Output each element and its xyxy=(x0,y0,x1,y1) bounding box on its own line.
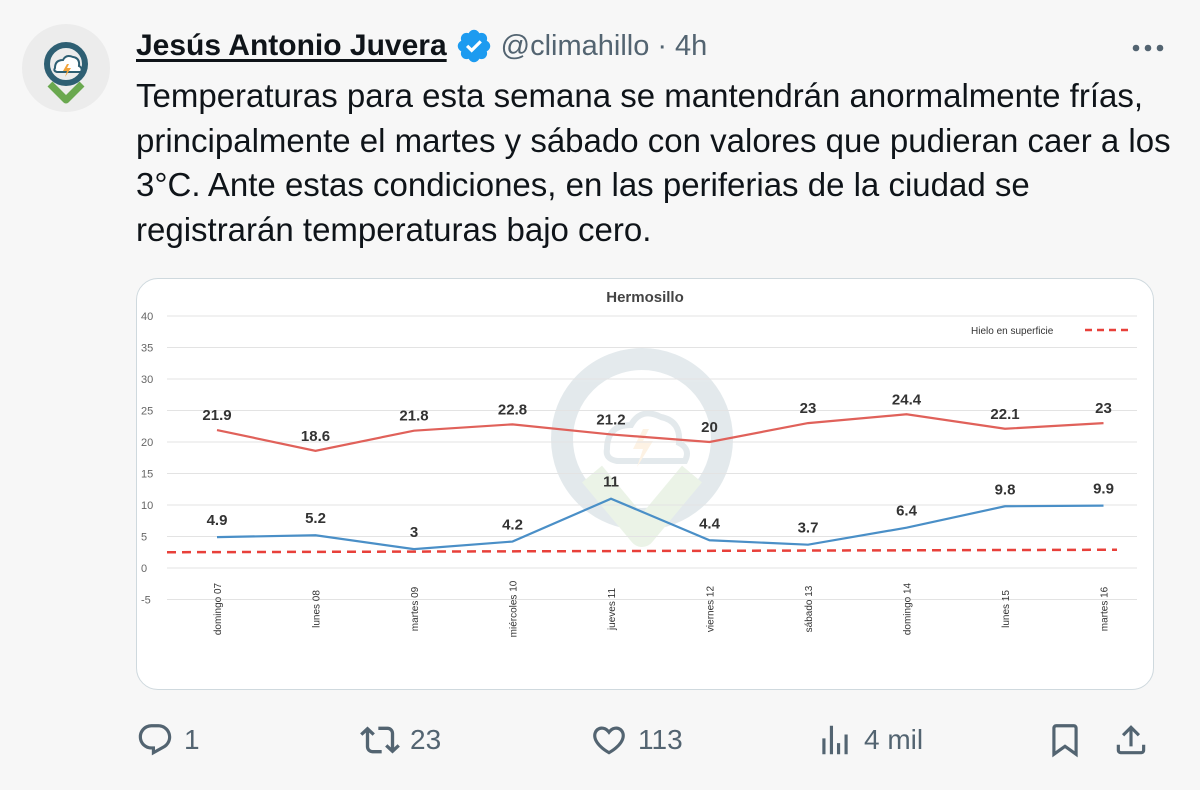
x-tick-label: sábado 13 xyxy=(804,585,815,632)
author-handle[interactable]: @climahillo xyxy=(500,29,650,62)
x-tick-label: lunes 15 xyxy=(1001,590,1012,628)
data-label: 4.4 xyxy=(699,515,721,532)
data-label: 3 xyxy=(410,524,418,541)
y-tick-label: 30 xyxy=(141,374,153,386)
y-tick-label: 0 xyxy=(141,563,147,575)
y-tick-label: 20 xyxy=(141,437,153,449)
x-tick-label: miércoles 10 xyxy=(509,580,520,637)
data-label: 21.2 xyxy=(596,411,625,428)
reply-button[interactable]: 1 xyxy=(136,712,200,768)
x-tick-label: martes 16 xyxy=(1100,586,1111,631)
y-tick-label: -5 xyxy=(141,595,151,607)
chart-title: Hermosillo xyxy=(606,289,684,306)
y-tick-label: 25 xyxy=(141,406,153,418)
reply-icon xyxy=(136,721,174,759)
tweet-text: Temperaturas para esta semana se mantend… xyxy=(136,77,1171,248)
x-tick-label: martes 09 xyxy=(410,586,421,631)
verified-badge-icon xyxy=(457,29,490,63)
data-label: 4.2 xyxy=(502,517,523,534)
data-label: 24.4 xyxy=(892,391,922,408)
data-label: 23 xyxy=(1095,400,1112,417)
tweet-header: Jesús Antonio Juvera @climahillo · 4h xyxy=(136,26,707,66)
x-tick-label: viernes 12 xyxy=(706,585,717,632)
author-name[interactable]: Jesús Antonio Juvera xyxy=(136,29,447,62)
data-label: 11 xyxy=(603,474,619,491)
bookmark-icon xyxy=(1046,721,1084,759)
data-label: 18.6 xyxy=(301,428,330,445)
data-label: 22.8 xyxy=(498,401,527,418)
data-label: 22.1 xyxy=(990,406,1019,423)
data-label: 6.4 xyxy=(896,503,918,520)
retweet-count: 23 xyxy=(410,724,442,755)
timestamp[interactable]: 4h xyxy=(675,29,708,62)
data-label: 9.9 xyxy=(1093,481,1114,498)
series-line-hielo xyxy=(166,548,1118,554)
views-button[interactable]: 4 mil xyxy=(816,712,923,768)
views-icon xyxy=(816,721,854,759)
y-tick-label: 10 xyxy=(141,500,153,512)
like-button[interactable]: 113 xyxy=(590,712,683,768)
action-bar: 1 23 113 4 mil xyxy=(0,712,1200,768)
data-label: 9.8 xyxy=(995,481,1016,498)
retweet-icon xyxy=(360,720,400,760)
data-label: 5.2 xyxy=(305,510,326,527)
data-label: 21.8 xyxy=(399,408,428,425)
views-count: 4 mil xyxy=(864,724,924,755)
retweet-button[interactable]: 23 xyxy=(360,712,441,768)
x-tick-label: jueves 11 xyxy=(607,588,618,632)
share-icon xyxy=(1112,721,1150,759)
bookmark-button[interactable] xyxy=(1046,712,1084,768)
separator: · xyxy=(657,29,668,62)
y-tick-label: 40 xyxy=(141,311,153,323)
legend-label: Hielo en superficie xyxy=(971,326,1054,337)
data-label: 3.7 xyxy=(798,520,819,537)
data-label: 4.9 xyxy=(207,512,228,529)
share-button[interactable] xyxy=(1112,712,1150,768)
x-tick-label: lunes 08 xyxy=(312,590,323,628)
y-tick-label: 5 xyxy=(141,532,147,544)
more-icon[interactable] xyxy=(1126,30,1170,66)
x-tick-label: domingo 14 xyxy=(903,582,914,635)
reply-count: 1 xyxy=(184,724,200,755)
data-label: 21.9 xyxy=(202,407,231,424)
tweet-media-chart[interactable]: Hermosillo 40 35 30 25 20 15 10 5 0 -5 Hielo en s… xyxy=(136,278,1154,690)
series-line-0 xyxy=(216,413,1104,452)
climahillo-logo xyxy=(44,42,88,104)
data-label: 23 xyxy=(800,400,817,417)
temperature-chart: Hermosillo 40 35 30 25 20 15 10 5 0 -5 Hielo en s… xyxy=(141,289,1137,637)
like-icon xyxy=(590,721,628,759)
series-line-1 xyxy=(216,497,1104,551)
like-count: 113 xyxy=(638,724,683,755)
avatar[interactable] xyxy=(22,24,110,112)
data-label: 20 xyxy=(701,419,718,436)
y-tick-label: 35 xyxy=(141,343,153,355)
y-tick-label: 15 xyxy=(141,469,153,481)
x-tick-label: domingo 07 xyxy=(213,582,224,635)
watermark-logo xyxy=(551,348,733,547)
